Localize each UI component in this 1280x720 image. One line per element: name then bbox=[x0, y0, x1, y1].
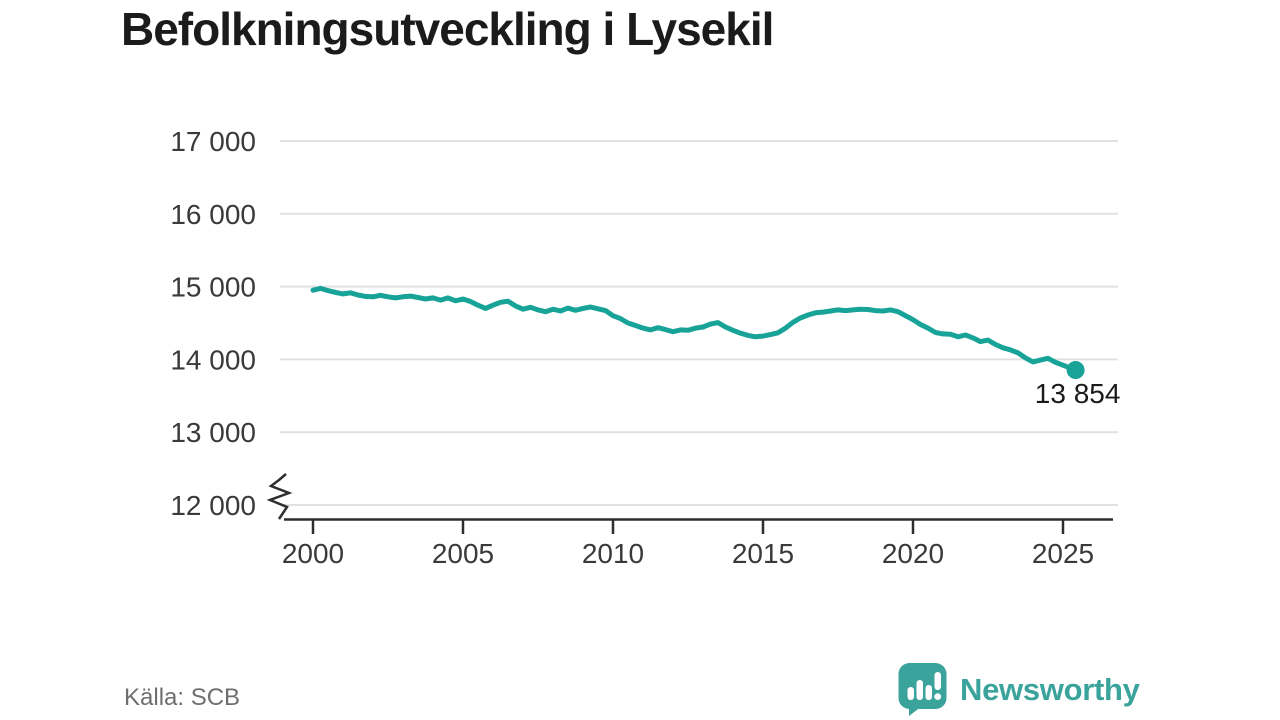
x-tick-label: 2015 bbox=[732, 538, 794, 569]
source-attribution: Källa: SCB bbox=[124, 684, 241, 711]
chart-title: Befolkningsutveckling i Lysekil bbox=[121, 3, 774, 55]
series-endpoint-marker bbox=[1066, 361, 1085, 380]
x-tick-label: 2000 bbox=[282, 538, 344, 569]
newsworthy-wordmark: Newsworthy bbox=[960, 671, 1140, 707]
endpoint-value-label: 13 854 bbox=[1035, 378, 1121, 409]
y-tick-label: 13 000 bbox=[170, 417, 256, 448]
y-axis-break-icon bbox=[266, 473, 293, 520]
x-tick-label: 2010 bbox=[582, 538, 644, 569]
y-tick-label: 16 000 bbox=[170, 199, 256, 230]
y-tick-label: 15 000 bbox=[170, 272, 256, 303]
population-series-line bbox=[310, 285, 1079, 373]
x-tick-label: 2020 bbox=[882, 538, 944, 569]
x-tick-label: 2025 bbox=[1032, 538, 1094, 569]
x-tick-label: 2005 bbox=[432, 538, 494, 569]
y-tick-label: 12 000 bbox=[170, 490, 256, 521]
newsworthy-speech-bubble-chart-icon bbox=[898, 663, 947, 716]
newsworthy-logo[interactable]: Newsworthy bbox=[898, 663, 1140, 716]
y-tick-label: 17 000 bbox=[170, 126, 256, 157]
y-tick-label: 14 000 bbox=[170, 344, 256, 375]
